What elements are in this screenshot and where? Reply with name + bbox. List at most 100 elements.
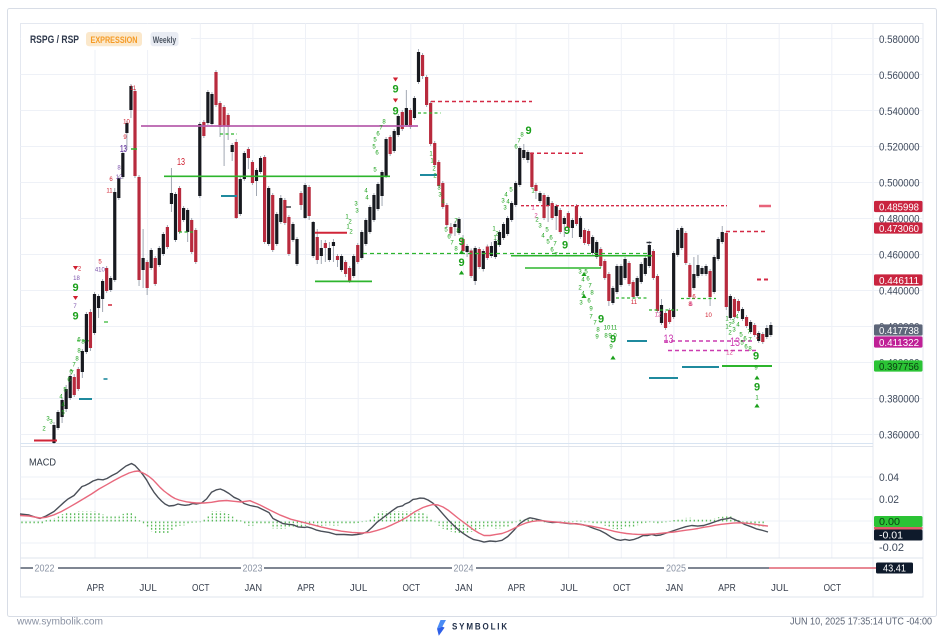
- svg-text:5: 5: [545, 228, 549, 234]
- svg-text:9: 9: [595, 335, 599, 341]
- svg-text:4: 4: [441, 200, 445, 206]
- svg-text:OCT: OCT: [192, 583, 210, 594]
- svg-text:5: 5: [739, 333, 743, 339]
- svg-text:1: 1: [755, 396, 759, 402]
- svg-text:SYMBOLIK: SYMBOLIK: [452, 622, 509, 633]
- svg-text:11: 11: [106, 189, 113, 195]
- svg-text:0.560000: 0.560000: [879, 70, 920, 82]
- svg-text:JUL: JUL: [560, 583, 578, 594]
- svg-text:7: 7: [379, 126, 383, 132]
- svg-text:7: 7: [70, 371, 74, 377]
- svg-text:9: 9: [608, 334, 612, 340]
- svg-text:9: 9: [525, 125, 531, 137]
- svg-text:9: 9: [564, 225, 570, 237]
- svg-text:8: 8: [456, 229, 460, 235]
- svg-text:9: 9: [610, 334, 616, 346]
- svg-text:APR: APR: [508, 583, 526, 594]
- svg-text:9: 9: [754, 366, 758, 372]
- svg-text:1: 1: [531, 189, 535, 195]
- svg-text:2: 2: [578, 286, 582, 292]
- svg-text:0.440000: 0.440000: [879, 285, 920, 297]
- svg-text:7: 7: [450, 241, 454, 247]
- svg-text:7: 7: [72, 363, 76, 369]
- svg-text:0.480000: 0.480000: [879, 213, 920, 225]
- svg-text:7: 7: [553, 242, 557, 248]
- svg-text:6: 6: [689, 302, 693, 308]
- svg-text:4: 4: [736, 323, 740, 329]
- svg-text:9: 9: [589, 307, 593, 313]
- svg-text:4: 4: [581, 278, 585, 284]
- svg-text:2: 2: [756, 335, 760, 341]
- svg-text:2022: 2022: [35, 564, 55, 575]
- svg-text:6: 6: [109, 177, 113, 183]
- svg-text:4: 4: [365, 196, 369, 202]
- svg-text:7: 7: [747, 330, 751, 336]
- svg-text:10: 10: [604, 326, 611, 332]
- svg-text:10: 10: [705, 313, 712, 319]
- svg-text:2024: 2024: [454, 564, 474, 575]
- svg-text:6: 6: [375, 151, 379, 157]
- svg-text:JUL: JUL: [350, 583, 368, 594]
- svg-text:OCT: OCT: [824, 583, 842, 594]
- svg-text:0.473060: 0.473060: [879, 223, 919, 235]
- svg-text:13: 13: [177, 157, 185, 168]
- svg-text:6: 6: [744, 345, 748, 351]
- svg-text:10: 10: [98, 268, 105, 274]
- svg-text:JUL: JUL: [139, 583, 157, 594]
- svg-text:8: 8: [604, 334, 608, 340]
- svg-text:5: 5: [740, 341, 744, 347]
- svg-text:0.02: 0.02: [879, 494, 899, 506]
- svg-text:-0.01: -0.01: [879, 530, 903, 542]
- svg-text:8: 8: [688, 302, 692, 308]
- svg-text:13: 13: [730, 337, 740, 349]
- svg-text:6: 6: [586, 277, 590, 283]
- svg-text:3: 3: [503, 206, 507, 212]
- svg-text:3: 3: [501, 199, 505, 205]
- svg-text:2: 2: [348, 220, 352, 226]
- svg-text:6: 6: [447, 235, 451, 241]
- svg-text:5: 5: [373, 168, 377, 174]
- svg-text:2: 2: [728, 331, 732, 337]
- svg-text:2023: 2023: [243, 564, 263, 575]
- svg-text:4: 4: [364, 189, 368, 195]
- svg-text:10: 10: [123, 120, 130, 126]
- svg-text:6: 6: [69, 370, 73, 376]
- svg-text:4: 4: [504, 193, 508, 199]
- svg-text:5: 5: [373, 138, 377, 144]
- svg-text:2: 2: [496, 241, 500, 247]
- svg-text:2: 2: [432, 167, 436, 173]
- svg-text:0.446111: 0.446111: [879, 275, 919, 287]
- svg-text:9: 9: [754, 382, 760, 394]
- svg-text:OCT: OCT: [613, 583, 631, 594]
- svg-text:6: 6: [514, 145, 518, 151]
- svg-text:12: 12: [655, 313, 662, 319]
- svg-text:11: 11: [611, 326, 618, 332]
- svg-text:4: 4: [735, 315, 739, 321]
- svg-text:8: 8: [520, 133, 524, 139]
- svg-text:MACD: MACD: [29, 457, 56, 469]
- svg-text:9: 9: [458, 257, 464, 269]
- svg-text:EXPRESSION: EXPRESSION: [91, 35, 138, 45]
- svg-text:0.500000: 0.500000: [879, 177, 920, 189]
- svg-text:0.397756: 0.397756: [879, 361, 919, 373]
- svg-text:0.417738: 0.417738: [879, 325, 919, 337]
- svg-text:0.540000: 0.540000: [879, 106, 920, 118]
- svg-text:9: 9: [123, 135, 127, 141]
- svg-text:18: 18: [73, 276, 80, 282]
- svg-text:3: 3: [732, 328, 736, 334]
- svg-text:6: 6: [549, 236, 553, 242]
- svg-text:www.symbolik.com: www.symbolik.com: [16, 616, 103, 628]
- svg-text:5: 5: [584, 270, 588, 276]
- svg-text:0.360000: 0.360000: [879, 429, 920, 441]
- svg-text:3: 3: [538, 224, 542, 230]
- svg-text:3: 3: [437, 186, 441, 192]
- svg-text:0.411322: 0.411322: [879, 337, 919, 349]
- svg-text:5: 5: [546, 240, 550, 246]
- svg-text:0.460000: 0.460000: [879, 249, 920, 261]
- svg-text:6: 6: [67, 378, 71, 384]
- svg-text:OCT: OCT: [403, 583, 421, 594]
- svg-text:8: 8: [75, 357, 79, 363]
- svg-text:5: 5: [444, 228, 448, 234]
- svg-text:JUN 10, 2025 17:35:14 UTC -04:: JUN 10, 2025 17:35:14 UTC -04:00: [790, 616, 932, 628]
- svg-text:3: 3: [46, 417, 50, 423]
